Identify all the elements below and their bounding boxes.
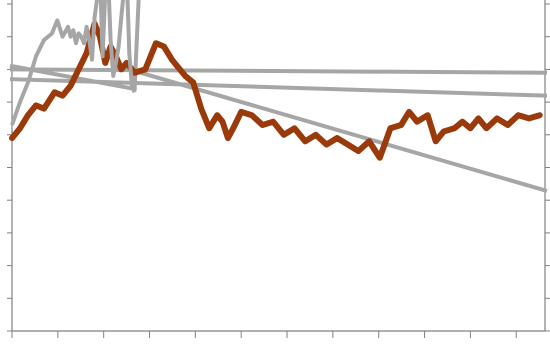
- axes: [7, 0, 550, 338]
- plot-area: [9, 0, 548, 193]
- overlay-line-3: [9, 77, 548, 98]
- overlay-line-2: [9, 67, 548, 75]
- series-gray-spiky-line: [10, 0, 137, 126]
- overlay-line-4: [126, 66, 548, 193]
- overlay-line-1: [132, 0, 141, 92]
